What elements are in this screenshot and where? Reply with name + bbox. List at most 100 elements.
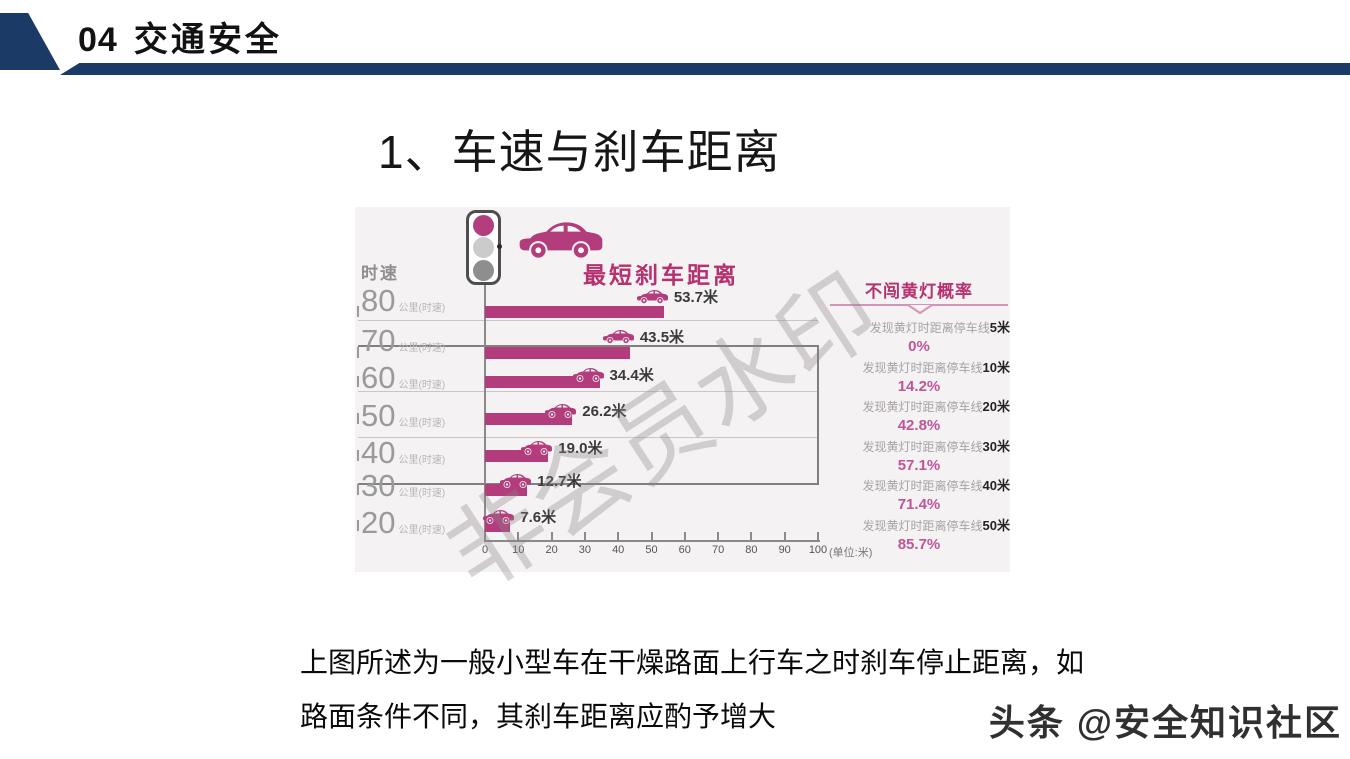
speed-value: 50 [361,398,396,433]
x-axis-tick [683,532,686,540]
distance-value: 19.0米 [558,440,603,457]
left-axis-tick [357,306,359,317]
condition-distance: 20米 [982,399,1010,414]
traffic-light-green-lamp [473,259,494,281]
speed-value: 70 [361,323,396,358]
probability-item: 发现黄灯时距离停车线20米 42.8% [828,396,1010,434]
grid-line [358,320,818,321]
left-axis-tick [357,376,359,387]
chart-title: 最短刹车距离 [583,262,739,288]
probability-value: 85.7% [897,535,941,553]
section-number: 04 [78,21,118,59]
grid-line [358,391,818,392]
x-axis-tick-label: 50 [645,544,658,556]
page-title: 1、车速与刹车距离 [378,126,781,178]
speed-value: 80 [361,283,396,318]
condition-prefix: 发现黄灯时距离停车线 [862,400,983,414]
condition-distance: 5米 [989,320,1010,335]
bar-value-group: 12.7米 [499,470,581,491]
chart-row: 80 公里(时速) 53.7米 [355,283,1010,323]
condition-line: 发现黄灯时距离停车线30米 [828,436,1010,455]
speed-label: 20 公里(时速) [361,505,445,541]
bar-value-group: 34.4米 [572,364,654,385]
x-axis-tick [550,532,553,540]
speed-label: 30 公里(时速) [361,468,445,504]
x-axis-tick [783,532,786,540]
section-header: 04 交通安全 [78,12,282,61]
probability-item: 发现黄灯时距离停车线40米 71.4% [828,475,1010,513]
condition-distance: 10米 [982,359,1010,375]
car-icon [499,473,532,489]
x-axis-tick-label: 30 [578,544,592,556]
distance-value: 43.5米 [639,329,685,346]
probability-item: 发现黄灯时距离停车线5米 0% [828,317,1010,355]
distance-bar [485,376,600,388]
left-axis-tick [357,520,359,531]
x-axis-tick [583,532,586,540]
speed-label: 50 公里(时速) [361,398,445,434]
bar-value-group: 19.0米 [520,437,602,458]
chart-row: 40 公里(时速) 19.0米 [355,435,1010,475]
x-axis-tick-label: 40 [612,544,625,556]
probability-value: 14.2% [897,377,941,395]
x-axis-tick-label: 100 [808,544,828,556]
section-title: 交通安全 [133,21,282,59]
speed-label: 60 公里(时速) [361,360,445,396]
probability-value: 71.4% [897,496,941,513]
footer-line-2: 路面条件不同，其刹车距离应酌予增大 [300,701,777,732]
x-axis-tick-label: 80 [745,544,758,556]
traffic-light-red-lamp [473,214,494,236]
bar-value-group: 53.7米 [636,286,718,307]
left-axis-tick [357,413,359,424]
condition-prefix: 发现黄灯时距离停车线 [869,321,990,335]
chevron-down-icon [908,304,932,315]
chart-row: 50 公里(时速) 26.2米 [355,398,1010,438]
chart-row: 30 公里(时速) 12.7米 [355,468,1010,508]
distance-value: 53.7米 [673,289,719,306]
condition-prefix: 发现黄灯时距离停车线 [862,479,983,493]
x-axis-tick [817,532,819,540]
footer-note: 上图所述为一般小型车在干燥路面上行车之时刹车停止距离，如 路面条件不同，其刹车距… [300,636,1150,744]
x-axis-tick [617,532,620,540]
x-axis-tick [750,532,753,540]
speed-label: 80 公里(时速) [361,283,445,319]
probability-item: 发现黄灯时距离停车线10米 14.2% [828,357,1010,395]
speed-value: 40 [361,435,396,470]
condition-line: 发现黄灯时距离停车线5米 [828,317,1010,336]
traffic-light-icon [466,210,501,285]
condition-line: 发现黄灯时距离停车线20米 [828,396,1010,415]
x-axis-unit-note: (单位:米) [829,547,873,559]
left-axis-tick [357,484,359,495]
x-axis-tick-label: 70 [711,544,725,556]
probability-item: 发现黄灯时距离停车线50米 85.7% [828,515,1010,553]
speed-value: 30 [361,468,396,503]
probability-panel-title: 不闯黄灯概率 [865,282,973,301]
bar-value-group: 7.6米 [482,506,556,527]
condition-line: 发现黄灯时距离停车线40米 [828,475,1010,494]
grid-line [358,437,818,438]
car-icon [482,509,515,525]
car-icon [520,440,553,456]
yellow-light-probability-panel: 不闯黄灯概率 发现黄灯时距离停车线5米 0% 发现黄灯时距离停车线10米 14.… [828,207,1010,572]
distance-bar [485,306,664,318]
probability-item: 发现黄灯时距离停车线30米 57.1% [828,436,1010,474]
speed-unit: 公里(时速) [398,303,446,314]
car-icon [544,403,577,419]
x-axis-tick-label: 90 [778,544,791,556]
grid-border-right [817,345,819,485]
condition-line: 发现黄灯时距离停车线50米 [828,515,1010,534]
bar-value-group: 43.5米 [602,326,684,347]
condition-prefix: 发现黄灯时距离停车线 [862,518,983,533]
condition-prefix: 发现黄灯时距离停车线 [862,360,983,375]
condition-prefix: 发现黄灯时距离停车线 [862,439,983,454]
probability-value: 57.1% [897,456,941,474]
brand-watermark: 头条 @安全知识社区 [988,702,1342,743]
distance-value: 26.2米 [582,403,627,420]
braking-distance-chart: 最短刹车距离 时速 80 公里(时速) 53.7米 70 公里(时速) 43.5米 … [355,207,1010,611]
distance-value: 7.6米 [520,509,557,526]
distance-bar [485,484,528,496]
distance-bar [485,450,549,462]
car-icon [602,329,635,345]
car-icon [572,367,605,383]
speed-axis-label: 时速 [361,264,399,283]
